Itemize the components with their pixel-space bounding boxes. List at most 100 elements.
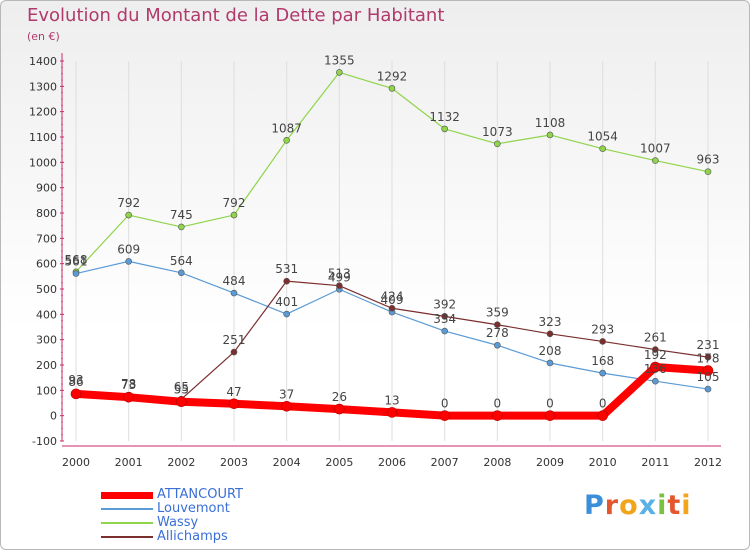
data-point	[125, 211, 132, 219]
y-minor-tick	[61, 281, 63, 284]
legend-swatch	[101, 536, 153, 538]
data-point	[441, 327, 448, 335]
y-minor-tick	[61, 199, 63, 202]
y-tick-label: 1100	[29, 131, 57, 144]
data-point	[336, 69, 343, 76]
data-point	[230, 348, 238, 356]
y-minor-tick	[61, 250, 63, 252]
x-tick-label: 2001	[115, 456, 143, 469]
data-label: 1108	[535, 116, 566, 130]
y-minor-tick	[61, 66, 63, 69]
y-minor-tick	[61, 174, 63, 176]
logo-letter: r	[604, 490, 620, 521]
data-point	[704, 385, 712, 393]
data-label: 37	[279, 387, 294, 401]
data-label: 1087	[271, 121, 302, 135]
data-point	[123, 391, 134, 403]
y-tick-label: 800	[36, 207, 57, 220]
data-point	[72, 270, 80, 277]
y-minor-tick	[61, 294, 63, 297]
y-tick-label: 300	[36, 334, 57, 347]
data-point	[599, 145, 606, 152]
logo-letter: o	[619, 490, 639, 521]
data-point	[546, 330, 554, 338]
data-label: 0	[494, 397, 502, 411]
y-minor-tick	[61, 395, 63, 398]
data-point	[283, 310, 290, 318]
y-minor-tick	[61, 243, 63, 246]
y-minor-tick	[61, 383, 63, 385]
data-point	[704, 168, 712, 176]
data-label: 105	[697, 370, 720, 384]
data-label: 192	[644, 348, 667, 362]
proxiti-logo: Proxiti	[584, 490, 692, 521]
data-label: 564	[170, 254, 193, 268]
data-label: 73	[121, 378, 136, 392]
y-tick-label: 700	[36, 232, 57, 245]
data-label: 609	[117, 242, 140, 256]
x-tick-label: 2004	[273, 456, 301, 469]
data-label: 78	[121, 377, 136, 391]
data-point	[704, 353, 712, 361]
data-label: 0	[546, 397, 554, 411]
data-point	[494, 321, 501, 329]
data-label: 0	[599, 397, 607, 411]
legend-label: Allichamps	[157, 529, 228, 544]
y-minor-tick	[61, 345, 63, 347]
y-tick-label: 1400	[29, 55, 57, 68]
x-tick-label: 2002	[167, 456, 195, 469]
data-point	[492, 410, 503, 421]
data-point	[494, 140, 501, 148]
data-label: 1054	[587, 130, 618, 144]
series-louvemont	[72, 258, 712, 393]
y-minor-tick	[61, 275, 63, 278]
y-minor-tick	[61, 167, 63, 170]
data-label: 93	[68, 373, 83, 387]
data-label: 531	[275, 262, 298, 276]
data-label: 323	[539, 315, 562, 329]
y-minor-tick	[61, 357, 63, 360]
data-point	[599, 369, 606, 377]
y-minor-tick	[61, 155, 63, 157]
y-minor-tick	[61, 180, 63, 183]
y-minor-tick	[61, 402, 63, 404]
y-minor-tick	[61, 98, 63, 100]
y-minor-tick	[61, 256, 63, 259]
data-label: 963	[697, 153, 720, 167]
data-point	[334, 403, 345, 415]
x-tick-label: 2000	[62, 456, 90, 469]
data-label: 499	[328, 270, 351, 284]
data-label: 47	[226, 385, 241, 399]
data-label: 251	[223, 333, 246, 347]
data-label: 55	[174, 383, 189, 397]
data-point	[544, 410, 556, 421]
y-minor-tick	[61, 193, 63, 195]
data-point	[599, 338, 606, 345]
y-minor-tick	[61, 269, 63, 271]
y-minor-tick	[61, 91, 63, 94]
data-point	[283, 136, 290, 144]
legend-item: ATTANCOURT	[101, 488, 243, 502]
data-label: 568	[65, 253, 88, 267]
data-point	[386, 407, 398, 418]
y-minor-tick	[61, 433, 63, 436]
y-minor-tick	[61, 129, 63, 132]
x-tick-label: 2011	[641, 456, 669, 469]
data-label: 1073	[482, 125, 513, 139]
y-tick-label: 200	[36, 359, 57, 372]
data-point	[230, 211, 238, 219]
data-point	[336, 282, 343, 290]
x-tick-label: 2009	[536, 456, 564, 469]
data-point	[494, 341, 501, 349]
y-minor-tick	[61, 224, 63, 227]
data-label: 484	[223, 274, 246, 288]
y-minor-tick	[61, 117, 63, 119]
data-label: 1132	[429, 110, 460, 124]
data-point	[178, 223, 185, 231]
y-minor-tick	[61, 218, 63, 221]
logo-letter: i	[681, 490, 692, 521]
data-label: 168	[591, 354, 614, 368]
y-tick-label: 1300	[29, 80, 57, 93]
data-label: 278	[486, 326, 509, 340]
